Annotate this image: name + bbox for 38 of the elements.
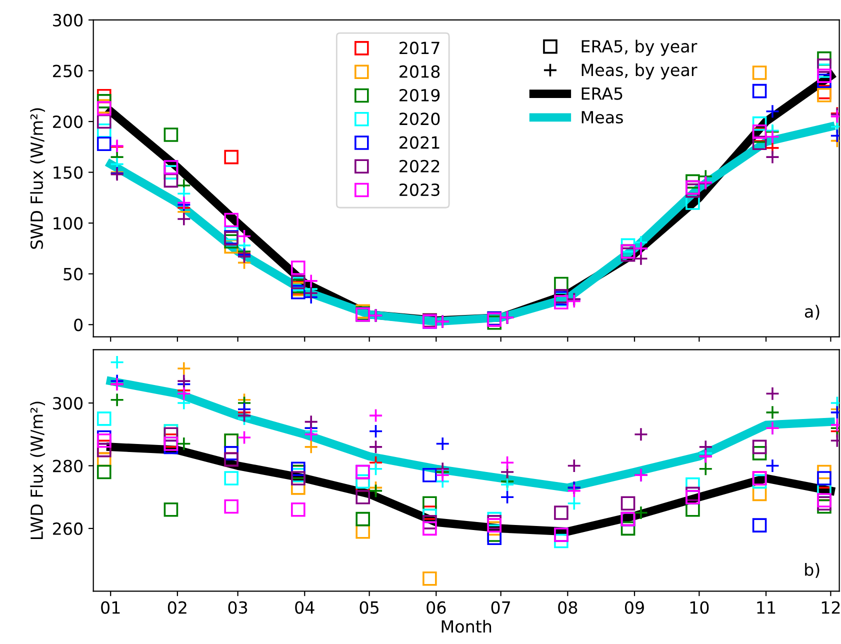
x-tick-label: 08 [558,601,578,614]
legend-label: Meas, by year [582,63,698,80]
legend-label: 2019 [400,88,440,102]
legend-label: 2021 [400,136,440,149]
y-tick-label: 300 [53,396,83,410]
x-tick-label: 12 [822,601,840,614]
x-tick-label: 03 [228,601,248,614]
x-tick-label: 02 [168,601,186,614]
legend-label: 2020 [400,112,440,126]
y-tick-label: 0 [74,318,83,332]
x-axis-title: Month [442,620,492,633]
y-tick-label: 150 [54,166,83,179]
y-tick-label: 280 [53,460,83,472]
x-tick-label: 01 [101,601,120,614]
x-tick-label: 06 [426,601,446,614]
y-tick-label: 50 [64,268,83,280]
x-tick-label: 04 [295,601,314,614]
legend-label: ERA5, by year [582,40,698,56]
y-tick-label: 260 [53,522,83,536]
legend-label: 2018 [400,65,440,78]
y-tick-label: 250 [53,64,83,78]
legend-label: Meas [582,111,623,124]
x-tick-label: 10 [690,601,709,614]
x-tick-label: 07 [491,601,510,614]
x-tick-label: 11 [757,601,776,614]
y-tick-label: 300 [53,14,83,27]
x-tick-label: 09 [624,601,644,614]
annotation: b) [805,562,820,578]
legend-label: 2023 [400,183,440,196]
y-axis-title: LWD Flux (W/m²) [30,402,45,539]
x-tick-label: 05 [360,601,378,614]
legend-label: ERA5 [582,87,622,100]
y-tick-label: 100 [54,217,83,230]
y-tick-label: 200 [53,115,83,128]
y-axis-title: SWD Flux (W/m²) [30,108,45,249]
legend-label: 2017 [400,42,440,54]
annotation: a) [804,304,820,320]
legend-label: 2022 [400,160,440,172]
